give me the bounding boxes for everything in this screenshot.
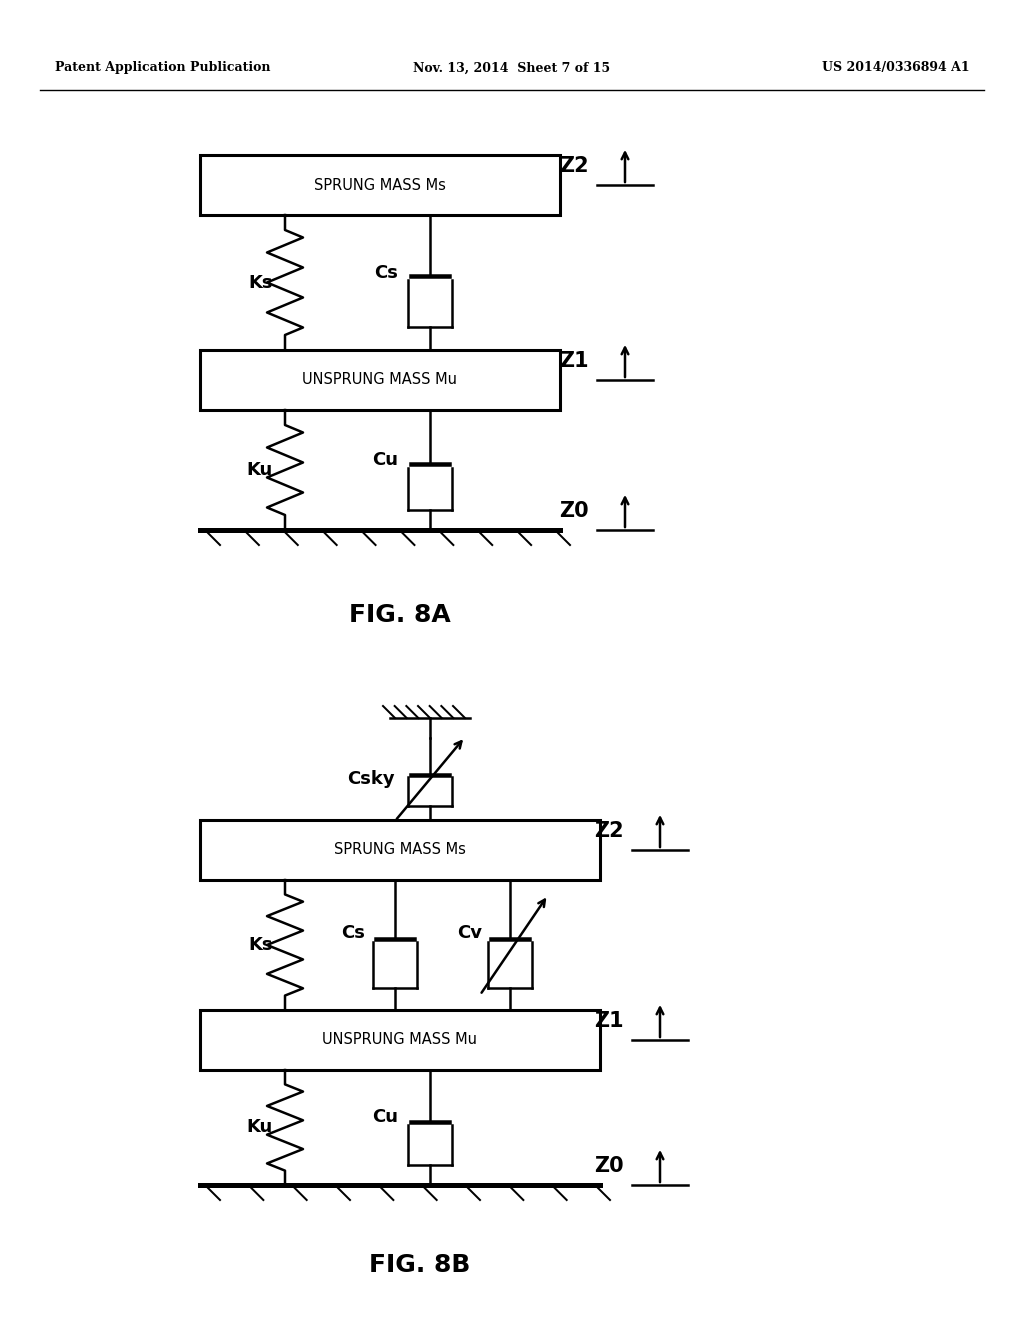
Text: Z1: Z1 — [559, 351, 589, 371]
Text: SPRUNG MASS Ms: SPRUNG MASS Ms — [334, 842, 466, 858]
Text: Z0: Z0 — [594, 1156, 624, 1176]
Text: Z0: Z0 — [559, 502, 589, 521]
Text: Ks: Ks — [249, 273, 273, 292]
Text: Ku: Ku — [247, 461, 273, 479]
Bar — [200, 820, 600, 880]
Text: FIG. 8A: FIG. 8A — [349, 603, 451, 627]
Text: Cu: Cu — [372, 1109, 398, 1126]
Text: Patent Application Publication: Patent Application Publication — [55, 62, 270, 74]
Text: Ks: Ks — [249, 936, 273, 954]
Text: Z2: Z2 — [594, 821, 624, 841]
Bar — [200, 350, 560, 411]
Bar — [200, 1010, 600, 1071]
Text: UNSPRUNG MASS Mu: UNSPRUNG MASS Mu — [302, 372, 458, 388]
Text: Cu: Cu — [372, 451, 398, 469]
Text: UNSPRUNG MASS Mu: UNSPRUNG MASS Mu — [323, 1032, 477, 1048]
Text: Cs: Cs — [341, 924, 365, 942]
Text: Z1: Z1 — [594, 1011, 624, 1031]
Text: FIG. 8B: FIG. 8B — [370, 1253, 471, 1276]
Bar — [200, 154, 560, 215]
Text: Nov. 13, 2014  Sheet 7 of 15: Nov. 13, 2014 Sheet 7 of 15 — [414, 62, 610, 74]
Text: Z2: Z2 — [559, 156, 589, 176]
Text: Cv: Cv — [457, 924, 482, 942]
Text: SPRUNG MASS Ms: SPRUNG MASS Ms — [314, 177, 445, 193]
Text: US 2014/0336894 A1: US 2014/0336894 A1 — [822, 62, 970, 74]
Text: Csky: Csky — [347, 770, 395, 788]
Text: Cs: Cs — [374, 264, 398, 281]
Text: Ku: Ku — [247, 1118, 273, 1137]
